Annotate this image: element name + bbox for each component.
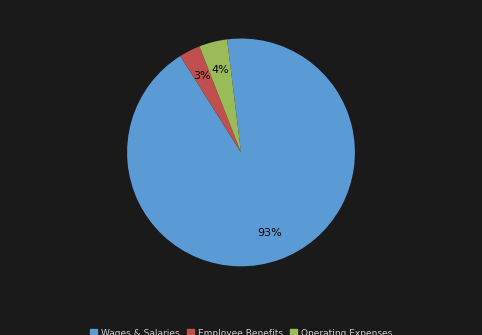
Text: 93%: 93% — [257, 228, 282, 238]
Legend: Wages & Salaries, Employee Benefits, Operating Expenses: Wages & Salaries, Employee Benefits, Ope… — [86, 325, 396, 335]
Text: 4%: 4% — [211, 65, 229, 75]
Wedge shape — [200, 40, 241, 152]
Wedge shape — [127, 39, 355, 266]
Wedge shape — [180, 46, 241, 152]
Text: 3%: 3% — [194, 71, 211, 81]
